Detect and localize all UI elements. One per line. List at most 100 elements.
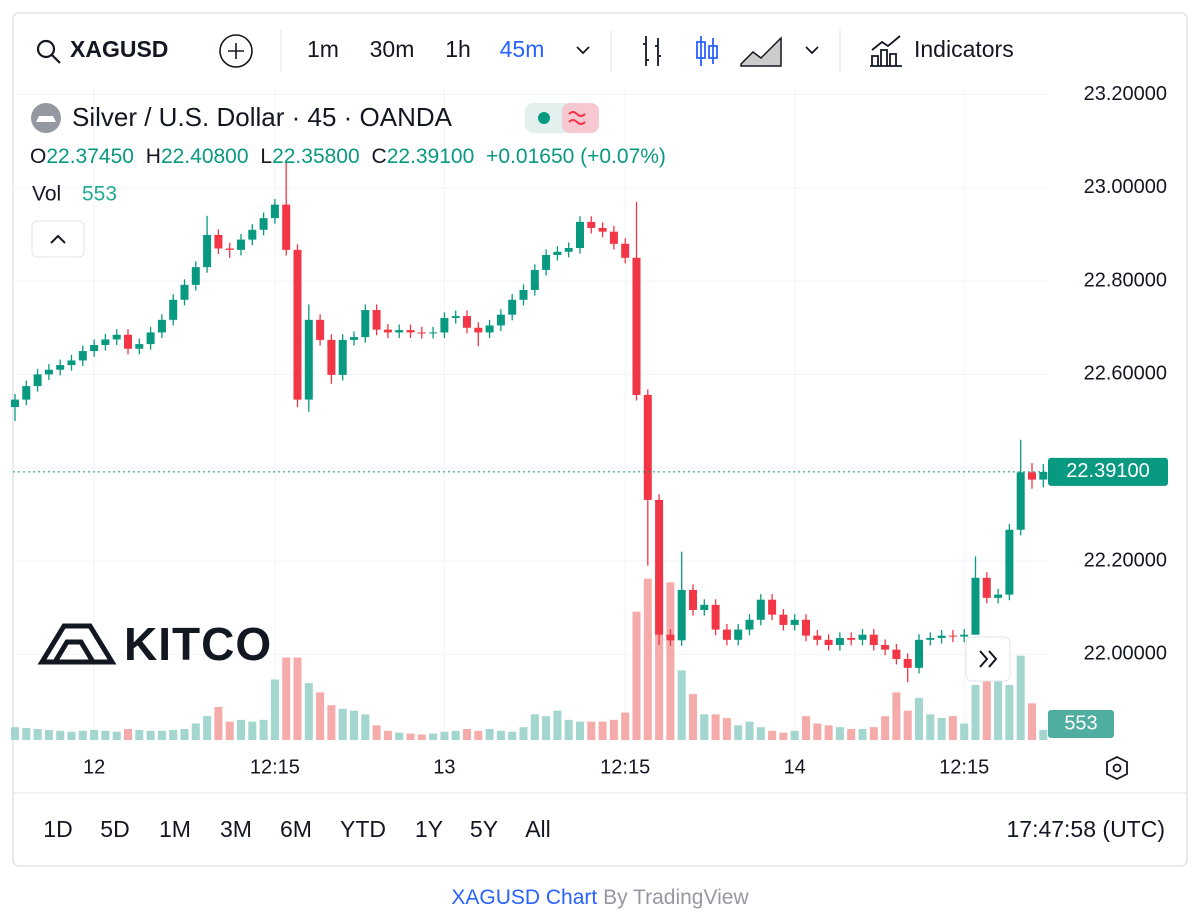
y-tick-label: 22.00000	[1084, 643, 1167, 665]
volume-bar	[869, 727, 878, 740]
volume-bar	[146, 730, 155, 740]
footer-by: By TradingView	[603, 886, 749, 909]
candle-body	[858, 634, 867, 640]
y-tick-label: 23.00000	[1084, 176, 1167, 198]
interval[interactable]: 30m	[370, 36, 415, 62]
candle-body	[214, 234, 223, 249]
volume-bar	[530, 714, 539, 740]
volume-bar	[56, 730, 65, 740]
candle-body	[429, 332, 438, 334]
indicators-button[interactable]: Indicators	[914, 36, 1014, 62]
volume-bar	[813, 723, 822, 740]
candle-body	[892, 649, 901, 659]
candle-body	[869, 634, 878, 645]
candle-body	[169, 299, 178, 320]
ohlc-key: H	[146, 145, 161, 168]
collapse-button[interactable]	[31, 220, 85, 258]
volume-bar	[124, 729, 132, 740]
range-button[interactable]: 5Y	[470, 816, 498, 842]
candle-body	[768, 599, 777, 615]
candle-body	[982, 577, 991, 598]
candle-body	[56, 365, 65, 370]
range-button[interactable]: YTD	[340, 816, 386, 842]
bars-icon[interactable]	[643, 36, 661, 66]
logo: KITCO	[37, 618, 271, 670]
range-button[interactable]: 6M	[280, 816, 312, 842]
search-icon[interactable]	[36, 39, 56, 59]
candle-body	[745, 619, 754, 630]
candle-body	[496, 314, 505, 326]
x-tick-label: 13	[433, 756, 455, 778]
interval[interactable]: 1h	[445, 36, 471, 62]
y-tick-label: 22.60000	[1084, 363, 1167, 385]
candle-body	[270, 204, 279, 219]
symbol[interactable]: XAGUSD	[70, 36, 168, 62]
volume-bar	[135, 729, 144, 740]
range-button[interactable]: 5D	[100, 816, 129, 842]
range-button[interactable]: 1D	[43, 816, 72, 842]
volume-bar	[542, 716, 551, 740]
chevron[interactable]	[805, 46, 819, 55]
volume-tag	[1048, 710, 1114, 738]
volume-bar	[180, 729, 189, 740]
candle-body	[248, 229, 257, 240]
range-button[interactable]: 1M	[159, 816, 191, 842]
volume-bar	[564, 719, 573, 740]
volume-bar	[881, 716, 890, 740]
volume-bar	[78, 730, 87, 740]
volume-bar	[508, 731, 517, 740]
ohlc-key: C	[372, 145, 387, 168]
candle-body	[406, 330, 415, 333]
range-button[interactable]: 1Y	[415, 816, 443, 842]
volume-bar	[22, 728, 31, 740]
volume-bar	[1039, 729, 1048, 740]
volume-bar	[519, 727, 528, 740]
footer-link[interactable]: XAGUSD Chart	[451, 886, 597, 909]
search-icon	[51, 54, 61, 64]
candle-body	[395, 330, 404, 333]
ohlc-value: 22.40800	[161, 145, 249, 168]
area-icon[interactable]	[740, 36, 782, 67]
volume-bar	[609, 719, 618, 740]
candle-body	[948, 635, 957, 637]
candle-body	[632, 257, 641, 395]
candle-body	[700, 604, 709, 610]
candle-body	[180, 284, 189, 300]
volume-bar	[587, 721, 596, 740]
volume-bar	[451, 730, 460, 740]
candle-body	[824, 639, 833, 645]
interval[interactable]: 1m	[307, 36, 339, 62]
volume-bar	[90, 729, 99, 740]
volume-bar	[496, 730, 505, 740]
volume-bar	[926, 714, 935, 740]
volume-bar	[417, 734, 426, 740]
volume-bar	[11, 727, 19, 740]
chevron[interactable]	[576, 46, 590, 55]
candle-body	[802, 619, 810, 636]
volume-bar	[395, 732, 404, 740]
candle-body	[417, 332, 426, 334]
interval-active[interactable]: 45m	[500, 36, 545, 62]
volume-bar	[485, 729, 494, 740]
candles-icon[interactable]	[696, 36, 718, 66]
settings-icon[interactable]	[1106, 755, 1128, 781]
ohlc-value: 22.37450	[46, 145, 134, 168]
add-symbol[interactable]	[219, 34, 253, 68]
candle-body	[813, 635, 822, 640]
candle-body	[259, 218, 268, 230]
indicators-icon[interactable]	[870, 35, 902, 67]
x-tick-label: 12:15	[250, 756, 300, 778]
symbol-icon	[36, 116, 56, 122]
legend-title: Silver / U.S. Dollar · 45 · OANDA	[72, 102, 453, 132]
volume-bar	[734, 725, 743, 740]
x-tick-label: 12:15	[939, 756, 989, 778]
range-button[interactable]: 3M	[220, 816, 252, 842]
candle-body	[519, 289, 528, 300]
volume-bar	[225, 721, 234, 740]
y-tick-label: 22.20000	[1084, 549, 1167, 571]
volume-bar	[576, 721, 584, 740]
x-tick-label: 14	[784, 756, 806, 778]
plot-area: 22.0000022.2000022.4000022.6000022.80000…	[11, 83, 1168, 778]
volume-bar	[474, 730, 483, 740]
range-button[interactable]: All	[525, 816, 551, 842]
